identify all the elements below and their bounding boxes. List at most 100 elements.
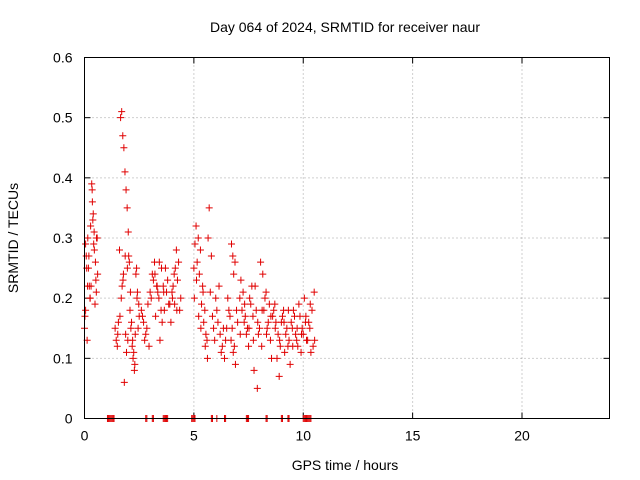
- data-point: [133, 288, 141, 296]
- data-point: [195, 312, 203, 320]
- data-point: [214, 318, 222, 326]
- data-point: [197, 324, 205, 332]
- data-point: [238, 306, 246, 314]
- data-point: [131, 360, 139, 368]
- data-point: [88, 198, 96, 206]
- data-point: [234, 318, 242, 326]
- data-point: [84, 234, 92, 242]
- data-point: [270, 306, 278, 314]
- data-point: [297, 348, 305, 356]
- plot-frame: [84, 57, 610, 419]
- data-point: [266, 336, 274, 344]
- data-point: [263, 330, 270, 338]
- x-axis-label: GPS time / hours: [292, 457, 399, 473]
- y-tick-label: 0.4: [53, 170, 73, 186]
- data-point: [124, 336, 132, 344]
- data-point: [282, 330, 290, 338]
- data-point: [275, 372, 283, 380]
- data-point: [131, 330, 139, 338]
- data-point: [296, 312, 304, 320]
- data-point: [230, 270, 238, 278]
- data-point: [272, 318, 280, 326]
- data-point: [253, 384, 261, 392]
- data-point: [193, 276, 200, 284]
- data-point: [246, 294, 254, 302]
- data-point: [86, 294, 94, 302]
- data-point: [160, 306, 168, 314]
- data-point: [114, 318, 122, 326]
- data-point: [119, 132, 127, 140]
- data-point: [144, 300, 152, 308]
- data-point: [215, 282, 223, 290]
- data-point: [306, 300, 314, 308]
- x-tick-label: 15: [405, 428, 421, 444]
- data-point: [111, 324, 119, 332]
- data-point: [308, 306, 316, 314]
- data-point: [194, 234, 202, 242]
- data-point: [218, 342, 226, 350]
- data-point: [165, 300, 173, 308]
- data-point: [91, 258, 99, 266]
- data-point: [164, 276, 172, 284]
- data-point: [231, 258, 239, 266]
- data-point: [140, 318, 148, 326]
- data-point: [90, 228, 98, 236]
- x-tick-label: 10: [295, 428, 311, 444]
- data-point: [263, 324, 271, 332]
- data-point: [121, 168, 129, 176]
- data-point: [127, 324, 135, 332]
- data-point: [307, 348, 315, 356]
- data-point: [195, 270, 203, 278]
- y-tick-label: 0.3: [53, 230, 73, 246]
- data-point: [213, 306, 221, 314]
- data-point: [287, 318, 295, 326]
- data-point: [257, 258, 265, 266]
- data-point: [172, 246, 180, 254]
- data-point: [284, 306, 292, 314]
- data-point: [212, 294, 220, 302]
- x-tick-label: 5: [190, 428, 198, 444]
- data-point: [132, 270, 140, 278]
- data-point: [241, 312, 249, 320]
- data-point: [169, 282, 177, 290]
- data-point: [151, 270, 159, 278]
- y-tick-label: 0.2: [53, 290, 73, 306]
- data-point: [123, 348, 130, 356]
- data-point: [173, 276, 181, 284]
- data-point: [122, 330, 130, 338]
- data-point: [156, 336, 164, 344]
- data-point: [87, 222, 95, 230]
- data-point: [309, 342, 317, 350]
- data-point: [219, 324, 227, 332]
- data-point: [259, 270, 267, 278]
- data-point: [203, 336, 211, 344]
- data-point: [90, 246, 98, 254]
- data-point: [254, 318, 262, 326]
- data-point: [265, 300, 273, 308]
- data-point: [305, 318, 313, 326]
- data-point: [200, 318, 208, 326]
- data-point: [237, 276, 245, 284]
- data-point: [198, 300, 206, 308]
- data-point: [239, 288, 247, 296]
- data-point: [93, 234, 101, 242]
- data-point: [126, 306, 134, 314]
- data-point: [210, 324, 218, 332]
- data-point: [293, 336, 301, 344]
- data-point: [130, 366, 138, 374]
- data-point: [82, 240, 90, 248]
- data-point: [310, 288, 318, 296]
- data-point: [226, 312, 234, 320]
- data-point: [241, 300, 249, 308]
- data-point: [190, 294, 198, 302]
- data-point: [120, 144, 128, 152]
- data-point: [122, 186, 130, 194]
- y-tick-label: 0.6: [53, 50, 73, 66]
- data-point: [292, 330, 300, 338]
- data-point: [175, 258, 183, 266]
- data-point: [276, 336, 284, 344]
- data-point: [124, 228, 132, 236]
- data-point: [114, 330, 122, 338]
- data-point: [228, 324, 236, 332]
